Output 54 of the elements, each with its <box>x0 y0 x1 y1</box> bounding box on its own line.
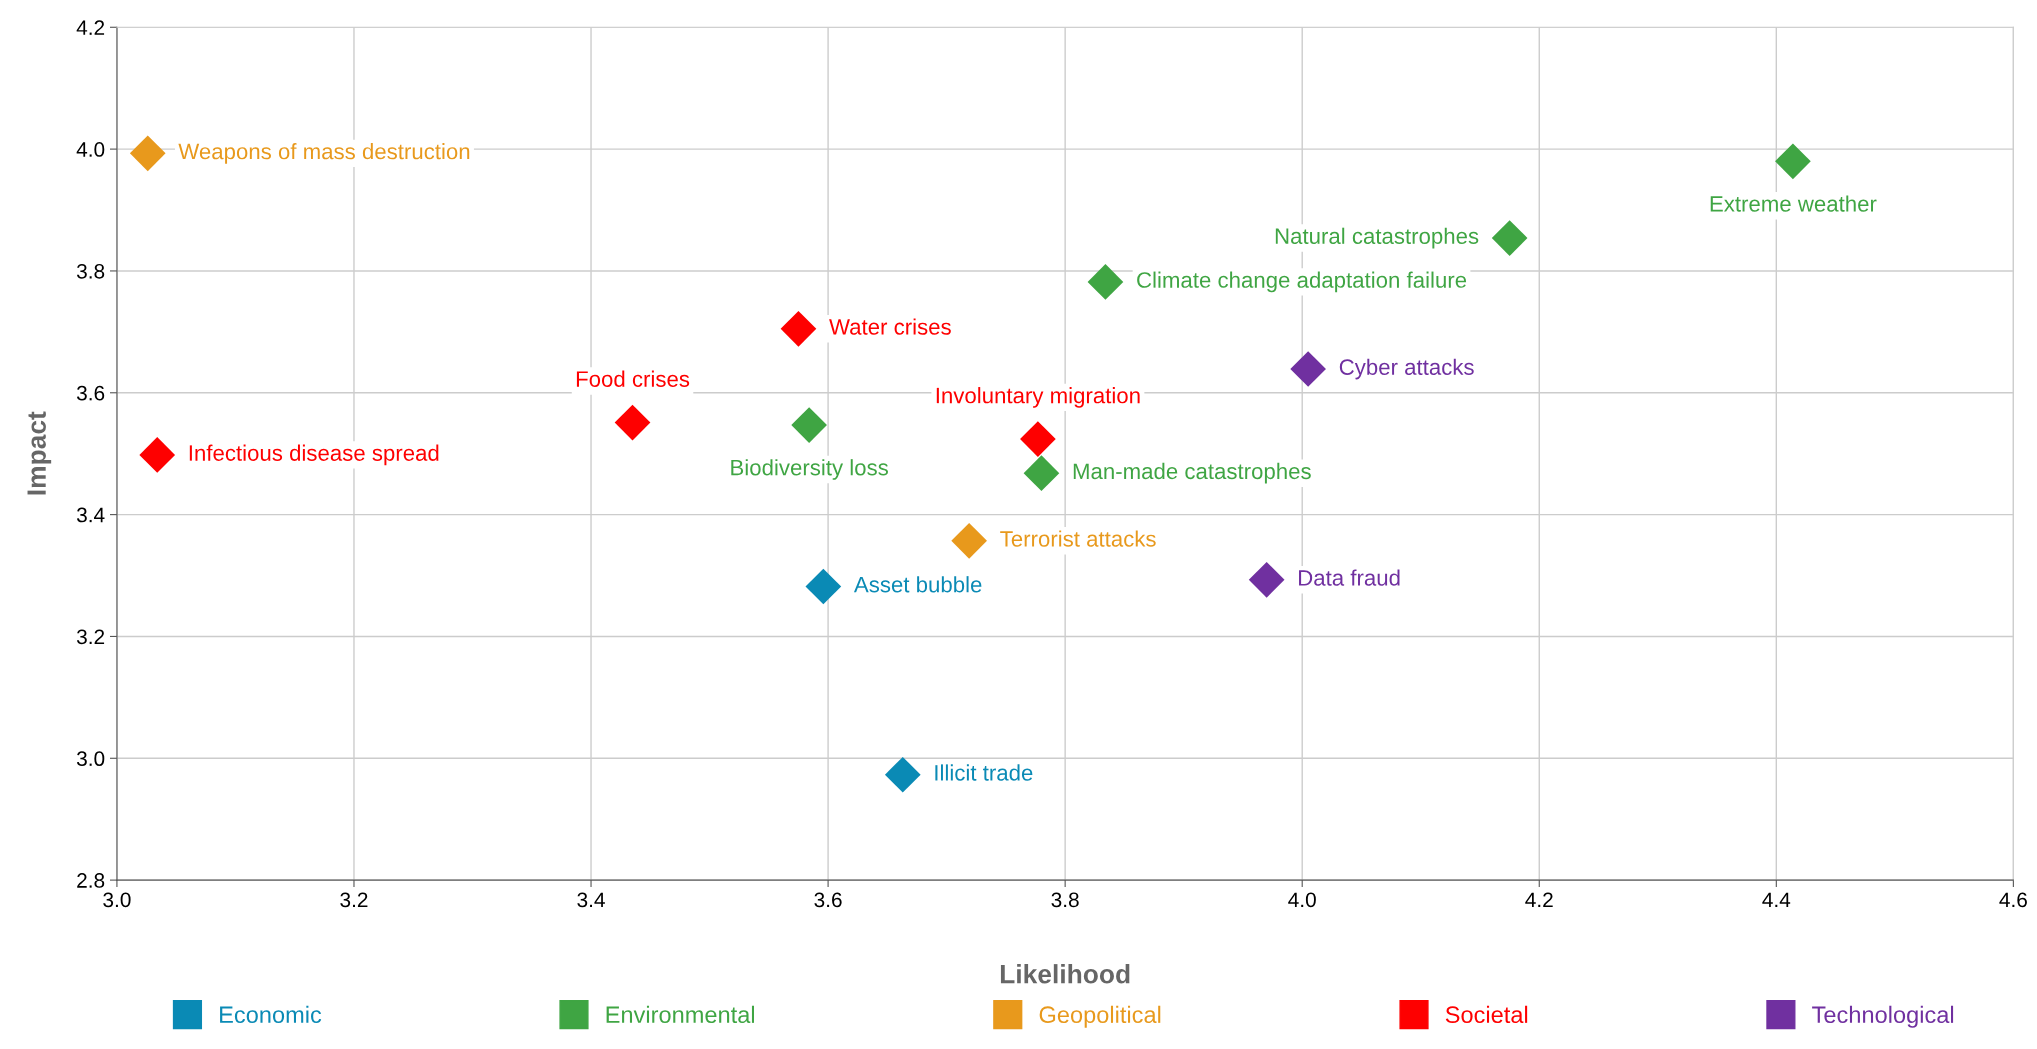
annotation: Terrorist attacks <box>1000 530 1156 547</box>
point <box>951 522 987 559</box>
legend-label: Economic <box>220 1005 322 1024</box>
x-tick-label: 3.4 <box>577 892 605 908</box>
annotation: Asset bubble <box>853 576 982 593</box>
y-tick-label: 3.4 <box>76 507 105 523</box>
annotation: Water crises <box>829 318 951 335</box>
legend-label: Environmental <box>606 1005 755 1024</box>
annotation: Natural catastrophes <box>1275 227 1479 249</box>
point <box>791 407 827 443</box>
point <box>1020 421 1056 457</box>
annotation: Cyber attacks <box>1339 358 1474 380</box>
annotation: Weapons of mass destruction <box>178 143 470 164</box>
point <box>1491 220 1528 256</box>
x-tick-label: 4.0 <box>1288 892 1316 908</box>
point <box>1087 264 1124 300</box>
y-tick-label: 4.2 <box>76 20 105 35</box>
legend-label: Societal <box>1445 1005 1528 1024</box>
legend-label: Geopolitical <box>1039 1005 1161 1028</box>
legend-label: Technological <box>1812 1005 1954 1028</box>
point <box>1290 351 1326 387</box>
x-tick-label: 3.0 <box>103 892 131 908</box>
point <box>780 310 817 347</box>
annotation: Climate change adaptation failure <box>1137 271 1467 293</box>
y-tick-label: 2.8 <box>77 873 105 888</box>
annotation: Illicit trade <box>935 764 1033 781</box>
x-tick-label: 3.8 <box>1051 892 1079 908</box>
point <box>614 404 651 441</box>
x-tick-label: 3.2 <box>340 892 368 908</box>
x-tick-label: 4.4 <box>1762 892 1791 908</box>
annotation: Food crises <box>576 370 690 387</box>
point <box>805 568 842 605</box>
x-tick-label: 3.6 <box>814 892 842 908</box>
x-axis-title: Likelihood <box>1000 964 1130 984</box>
point <box>129 135 166 172</box>
annotation: Infectious disease spread <box>189 444 439 466</box>
y-tick-label: 4.0 <box>76 142 105 157</box>
annotation: Involuntary migration <box>936 387 1140 408</box>
point <box>1775 143 1811 180</box>
y-tick-label: 3.6 <box>76 385 105 401</box>
point <box>884 756 921 793</box>
x-tick-label: 4.2 <box>1525 892 1553 908</box>
y-axis-title: Impact <box>27 411 52 495</box>
x-tick-label: 4.6 <box>1999 892 2027 908</box>
point <box>1248 561 1285 598</box>
annotation: Extreme weather <box>1710 195 1877 212</box>
y-tick-label: 3.8 <box>76 263 105 279</box>
annotation: Biodiversity loss <box>731 459 888 480</box>
annotation: Data fraud <box>1299 569 1400 586</box>
point <box>139 437 176 473</box>
annotation: Man-made catastrophes <box>1073 462 1311 484</box>
point <box>1023 455 1060 492</box>
y-tick-label: 3.0 <box>76 751 105 767</box>
y-tick-label: 3.2 <box>76 629 105 645</box>
